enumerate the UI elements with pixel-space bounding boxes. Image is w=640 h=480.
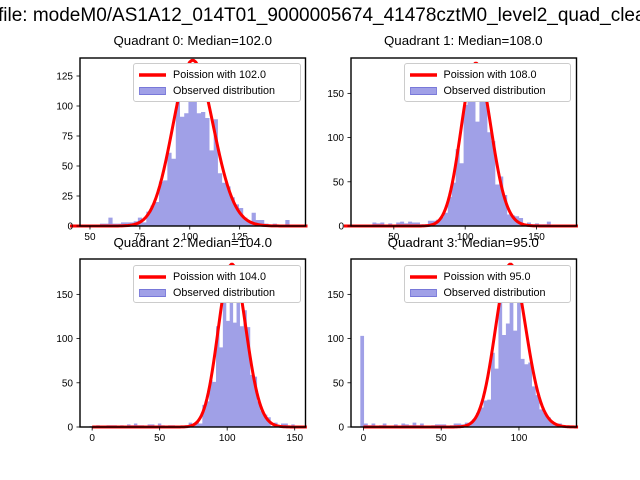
svg-text:50: 50	[435, 433, 447, 444]
svg-text:150: 150	[327, 290, 344, 301]
svg-text:50: 50	[62, 378, 74, 389]
svg-text:0: 0	[67, 221, 73, 232]
svg-text:150: 150	[286, 433, 303, 444]
svg-text:50: 50	[154, 433, 166, 444]
svg-text:125: 125	[56, 71, 73, 82]
svg-text:0: 0	[67, 423, 73, 434]
svg-text:150: 150	[327, 88, 344, 99]
svg-text:0: 0	[338, 423, 344, 434]
svg-text:50: 50	[332, 177, 344, 188]
svg-text:0: 0	[338, 221, 344, 232]
svg-text:0: 0	[89, 433, 95, 444]
svg-text:25: 25	[62, 191, 74, 202]
svg-text:0: 0	[360, 433, 366, 444]
svg-text:100: 100	[327, 334, 344, 345]
svg-text:50: 50	[332, 378, 344, 389]
svg-text:100: 100	[56, 101, 73, 112]
svg-text:50: 50	[62, 161, 74, 172]
svg-text:100: 100	[510, 433, 527, 444]
svg-text:100: 100	[56, 334, 73, 345]
svg-text:100: 100	[327, 133, 344, 144]
svg-text:150: 150	[56, 290, 73, 301]
svg-text:100: 100	[219, 433, 236, 444]
svg-text:75: 75	[62, 131, 74, 142]
